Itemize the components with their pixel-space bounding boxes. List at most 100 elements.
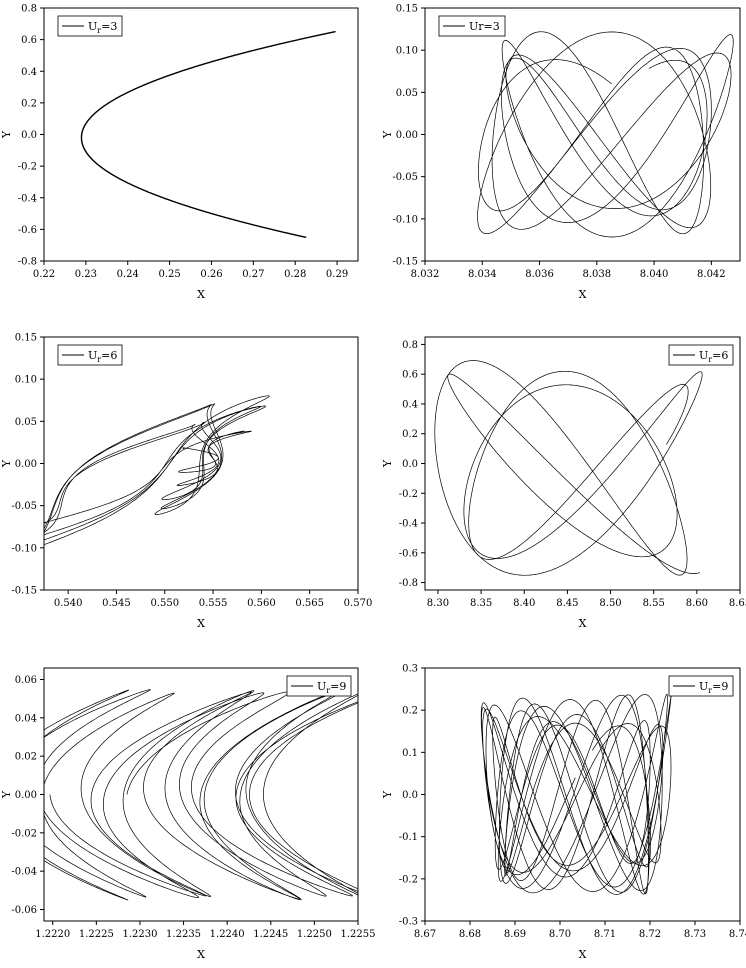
x-tick-label: 8.45 bbox=[556, 598, 578, 609]
trace-group bbox=[44, 688, 358, 901]
legend-box bbox=[668, 675, 734, 697]
y-axis-title: Y bbox=[381, 459, 394, 468]
trace-group bbox=[80, 31, 336, 238]
y-tick-label: -0.8 bbox=[399, 578, 418, 589]
x-axis-title: X bbox=[579, 948, 587, 961]
x-tick-label: 0.23 bbox=[75, 269, 97, 280]
legend: Ur=3 bbox=[57, 15, 123, 37]
y-tick-label: 0.10 bbox=[15, 375, 37, 386]
series-line bbox=[44, 688, 358, 901]
y-tick-label: 0.06 bbox=[15, 675, 37, 686]
y-tick-label: -0.05 bbox=[11, 501, 37, 512]
x-tick-label: 8.034 bbox=[468, 269, 497, 280]
y-tick-label: -0.2 bbox=[18, 162, 37, 173]
y-tick-label: -0.15 bbox=[392, 257, 418, 268]
trace-group bbox=[477, 31, 734, 238]
x-axis-title: X bbox=[579, 288, 587, 301]
y-tick-label: -0.10 bbox=[392, 214, 418, 225]
x-tick-label: 0.29 bbox=[326, 269, 348, 280]
y-tick-label: -0.02 bbox=[11, 828, 37, 839]
y-tick-label: 0.4 bbox=[21, 67, 37, 78]
legend-label: Ur=3 bbox=[469, 20, 500, 33]
legend-label: Ur=9 bbox=[317, 680, 346, 695]
plot-frame bbox=[424, 7, 741, 262]
x-tick-label: 0.550 bbox=[150, 598, 179, 609]
y-tick-label: -0.8 bbox=[18, 257, 37, 268]
chart-panel-4: 8.30 8.35 8.40 8.45 8.50 8.55 8.60 8.65 0.8 0.6 0.… bbox=[381, 336, 746, 630]
y-tick-label: 0.3 bbox=[402, 664, 418, 675]
y-axis-title: Y bbox=[0, 790, 13, 799]
legend: Ur=3 bbox=[438, 15, 506, 37]
x-tick-label: 8.65 bbox=[729, 598, 746, 609]
y-tick-label: -0.6 bbox=[399, 548, 418, 559]
chart-panel-2: 8.032 8.034 8.036 8.038 8.040 8.042 0.15 0.10 0.… bbox=[381, 4, 741, 301]
legend: Ur=6 bbox=[668, 344, 734, 366]
series-line bbox=[44, 395, 270, 546]
x-tick-label: 8.55 bbox=[643, 598, 665, 609]
legend-label: Ur=9 bbox=[699, 680, 728, 695]
y-tick-label: 0.05 bbox=[396, 88, 418, 99]
series-line bbox=[477, 31, 734, 238]
y-tick-label: 0.15 bbox=[396, 4, 418, 15]
y-tick-label: 0.2 bbox=[402, 706, 418, 717]
x-tick-label: 1.2235 bbox=[166, 929, 201, 940]
y-tick-label: 0.0 bbox=[402, 790, 418, 801]
y-tick-label: -0.6 bbox=[18, 225, 37, 236]
x-tick-label: 8.50 bbox=[599, 598, 621, 609]
x-tick-label: 0.540 bbox=[54, 598, 83, 609]
trace-group bbox=[434, 360, 703, 576]
x-tick-label: 8.72 bbox=[639, 929, 661, 940]
x-tick-label: 1.2225 bbox=[79, 929, 114, 940]
y-axis-title: Y bbox=[381, 790, 394, 799]
x-tick-label: 8.70 bbox=[549, 929, 571, 940]
x-axis-title: X bbox=[197, 617, 205, 630]
x-tick-label: 0.560 bbox=[247, 598, 276, 609]
y-tick-label: 0.00 bbox=[15, 459, 37, 470]
legend-box bbox=[286, 675, 352, 697]
y-tick-label: 0.02 bbox=[15, 752, 37, 763]
plot-frame bbox=[43, 336, 359, 591]
chart-panel-6: 8.67 8.68 8.69 8.70 8.71 8.72 8.73 8.74 0.3 0.2 0.… bbox=[381, 664, 746, 962]
series-line bbox=[480, 693, 672, 895]
y-tick-label: 0.2 bbox=[21, 98, 37, 109]
y-tick-label: -0.2 bbox=[399, 874, 418, 885]
x-tick-label: 8.67 bbox=[414, 929, 436, 940]
x-axis-title: X bbox=[197, 288, 205, 301]
y-tick-label: 0.05 bbox=[15, 417, 37, 428]
x-tick-label: 8.69 bbox=[504, 929, 526, 940]
y-tick-label: 0.00 bbox=[396, 130, 418, 141]
x-tick-label: 0.28 bbox=[284, 269, 306, 280]
x-tick-label: 1.2250 bbox=[297, 929, 332, 940]
y-tick-label: -0.1 bbox=[399, 832, 418, 843]
x-tick-label: 8.038 bbox=[582, 269, 611, 280]
y-tick-label: -0.3 bbox=[399, 917, 418, 928]
y-tick-label: 0.0 bbox=[21, 130, 37, 141]
legend-label: Ur=6 bbox=[699, 349, 728, 364]
x-tick-label: 8.68 bbox=[459, 929, 481, 940]
y-tick-label: 0.1 bbox=[402, 748, 418, 759]
y-tick-label: 0.15 bbox=[15, 333, 37, 344]
x-axis-title: X bbox=[197, 948, 205, 961]
x-tick-label: 0.27 bbox=[242, 269, 264, 280]
y-tick-label: -0.4 bbox=[18, 193, 37, 204]
chart-panel-1: 0.22 0.23 0.24 0.25 0.26 0.27 0.28 0.29 0.8 0.6 0.… bbox=[0, 4, 359, 301]
y-tick-label: -0.4 bbox=[399, 519, 418, 530]
trace-group bbox=[44, 395, 270, 546]
x-axis-title: X bbox=[579, 617, 587, 630]
y-axis-title: Y bbox=[0, 459, 13, 468]
legend-label: Ur=3 bbox=[88, 20, 117, 35]
x-tick-label: 1.2255 bbox=[341, 929, 376, 940]
y-tick-label: 0.6 bbox=[402, 370, 418, 381]
x-tick-label: 8.042 bbox=[697, 269, 726, 280]
legend-box bbox=[668, 344, 734, 366]
x-tick-label: 0.26 bbox=[200, 269, 222, 280]
y-tick-label: -0.10 bbox=[11, 543, 37, 554]
x-tick-label: 0.555 bbox=[199, 598, 228, 609]
x-tick-label: 1.2240 bbox=[210, 929, 245, 940]
x-tick-label: 0.25 bbox=[158, 269, 180, 280]
x-tick-label: 8.71 bbox=[594, 929, 616, 940]
legend-box bbox=[57, 344, 123, 366]
x-tick-label: 8.30 bbox=[427, 598, 449, 609]
x-tick-label: 1.2245 bbox=[253, 929, 288, 940]
x-tick-label: 0.570 bbox=[344, 598, 373, 609]
